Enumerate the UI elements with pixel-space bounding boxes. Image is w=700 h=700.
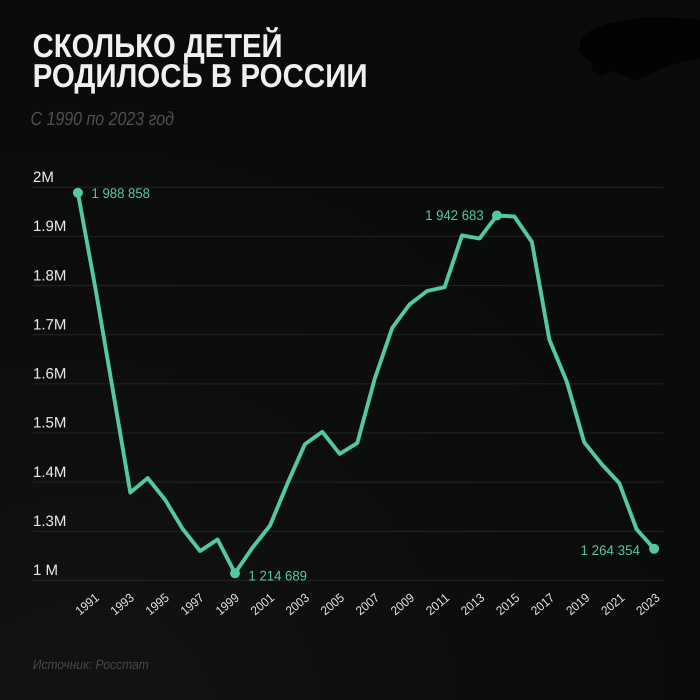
svg-text:Источник: Росстат: Источник: Росстат: [33, 657, 149, 672]
svg-text:1.5M: 1.5M: [33, 415, 66, 432]
svg-text:1.9M: 1.9M: [33, 218, 66, 235]
svg-text:1.3M: 1.3M: [33, 513, 66, 530]
svg-text:1 988 858: 1 988 858: [92, 185, 151, 201]
svg-text:1 942 683: 1 942 683: [425, 207, 484, 223]
svg-text:1.8M: 1.8M: [33, 267, 66, 284]
svg-text:1 M: 1 M: [33, 562, 58, 579]
svg-text:РОДИЛОСЬ В РОССИИ: РОДИЛОСЬ В РОССИИ: [33, 57, 368, 94]
svg-text:2M: 2M: [33, 169, 54, 186]
svg-text:1.4M: 1.4M: [33, 464, 66, 481]
svg-text:СКОЛЬКО ДЕТЕЙ: СКОЛЬКО ДЕТЕЙ: [33, 27, 283, 64]
svg-text:С 1990 по 2023 год: С 1990 по 2023 год: [31, 109, 175, 130]
svg-text:1 264 354: 1 264 354: [581, 542, 641, 558]
svg-text:1.7M: 1.7M: [33, 316, 66, 333]
svg-text:1.6M: 1.6M: [33, 366, 66, 383]
svg-text:1 214 689: 1 214 689: [249, 568, 308, 584]
